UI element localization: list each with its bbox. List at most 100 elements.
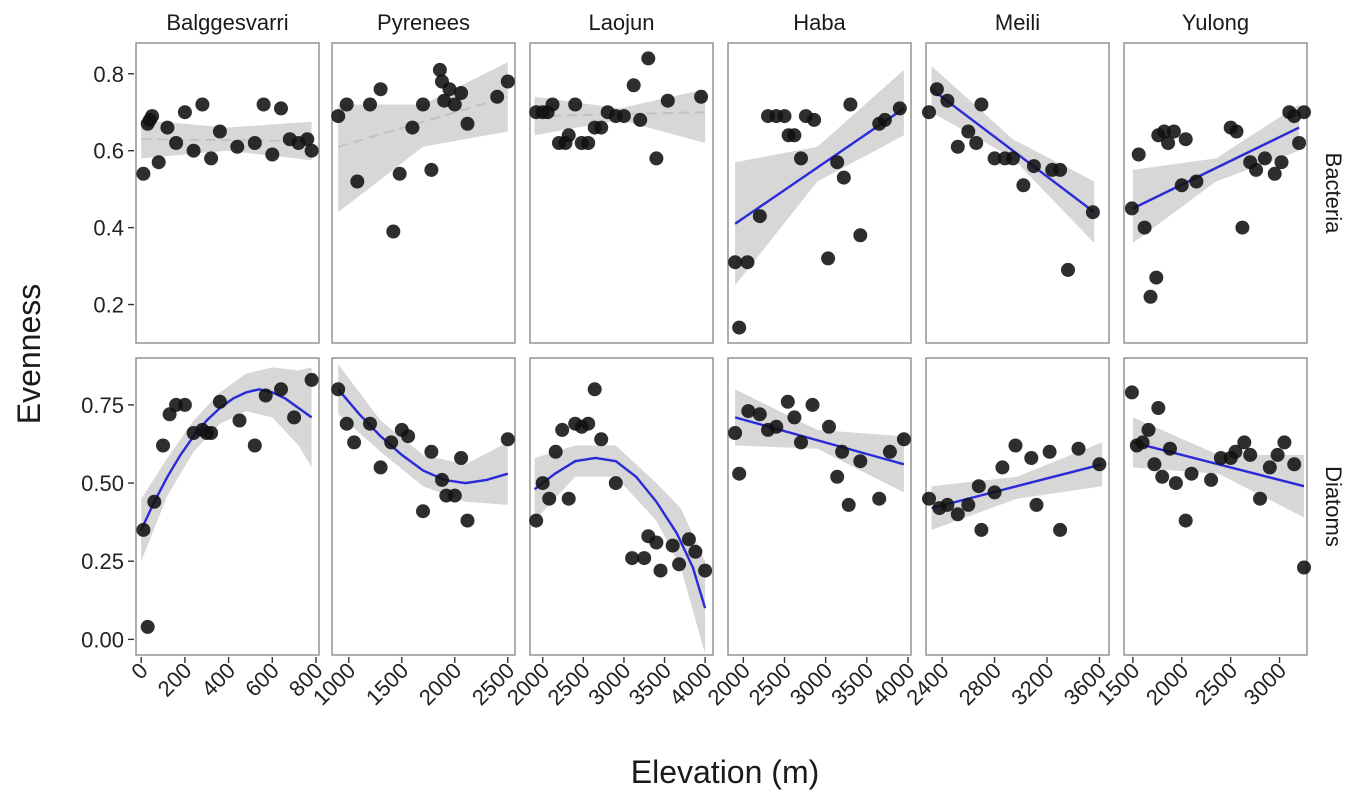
data-point-bacteria-haba-19 (892, 101, 907, 116)
data-point-diatoms-yulong-0 (1124, 385, 1139, 400)
y-tick-label: 0.75 (81, 393, 124, 418)
data-point-diatoms-yulong-11 (1204, 472, 1219, 487)
data-point-diatoms-laojun-12 (625, 551, 640, 566)
strip-label-meili: Meili (995, 10, 1040, 35)
y-tick-label: 0.6 (93, 139, 124, 164)
data-point-bacteria-yulong-17 (1257, 151, 1272, 166)
data-point-bacteria-pyrenees-12 (437, 93, 452, 108)
panel-diatoms-yulong (1123, 357, 1308, 656)
data-point-bacteria-yulong-4 (1149, 270, 1164, 285)
data-point-bacteria-pyrenees-8 (416, 97, 430, 112)
panel-content-diatoms-balggesvarri (136, 367, 319, 634)
data-point-bacteria-balggesvarri-16 (274, 101, 288, 116)
panel-content-diatoms-yulong (1124, 385, 1311, 575)
panel-content-bacteria-pyrenees (331, 62, 515, 239)
data-point-diatoms-pyrenees-2 (347, 435, 362, 450)
data-point-diatoms-laojun-3 (548, 444, 563, 459)
data-point-bacteria-yulong-7 (1161, 136, 1176, 150)
data-point-bacteria-haba-13 (830, 155, 845, 170)
data-point-diatoms-meili-13 (1053, 522, 1068, 537)
data-point-bacteria-balggesvarri-5 (160, 120, 175, 135)
data-point-diatoms-yulong-16 (1243, 447, 1258, 462)
x-tick-label: 1500 (361, 658, 413, 710)
data-point-bacteria-yulong-14 (1235, 220, 1250, 235)
fit-line-diatoms-laojun (533, 456, 707, 609)
data-point-diatoms-laojun-9 (587, 382, 602, 397)
panel-content-diatoms-meili (922, 438, 1107, 537)
data-point-bacteria-pyrenees-9 (424, 162, 439, 177)
panel-content-bacteria-haba (728, 69, 907, 335)
data-point-diatoms-pyrenees-3 (363, 416, 377, 431)
confidence-band-bacteria-haba (735, 69, 904, 286)
data-point-diatoms-balggesvarri-2 (147, 494, 162, 509)
data-point-bacteria-pyrenees-15 (454, 86, 469, 100)
x-tick-label: 3000 (583, 658, 635, 710)
data-point-bacteria-balggesvarri-13 (247, 136, 262, 150)
data-point-diatoms-meili-14 (1071, 441, 1086, 456)
x-tick-label: 2000 (414, 658, 466, 710)
data-point-bacteria-yulong-18 (1267, 166, 1282, 181)
data-point-diatoms-laojun-19 (681, 532, 696, 547)
data-point-diatoms-haba-16 (882, 444, 897, 459)
data-point-bacteria-laojun-16 (633, 112, 648, 127)
y-tick-label: 0.4 (93, 216, 124, 241)
data-point-bacteria-yulong-0 (1124, 201, 1139, 216)
data-point-diatoms-balggesvarri-16 (287, 410, 302, 425)
data-point-diatoms-balggesvarri-13 (247, 438, 262, 453)
data-point-diatoms-meili-7 (987, 485, 1002, 500)
data-point-bacteria-haba-18 (877, 112, 892, 127)
data-point-bacteria-pyrenees-6 (392, 166, 407, 181)
data-point-diatoms-laojun-8 (581, 416, 596, 431)
data-point-bacteria-haba-3 (752, 209, 767, 224)
data-point-bacteria-laojun-9 (581, 136, 596, 150)
data-point-diatoms-meili-3 (950, 507, 965, 522)
data-point-diatoms-yulong-12 (1213, 451, 1228, 465)
x-tick-label: 3000 (785, 658, 837, 710)
data-point-bacteria-laojun-17 (641, 51, 656, 66)
data-point-diatoms-pyrenees-13 (454, 451, 469, 465)
strip-label-haba: Haba (793, 10, 846, 35)
data-point-diatoms-laojun-18 (672, 557, 687, 572)
data-point-bacteria-meili-1 (929, 82, 944, 97)
data-point-diatoms-meili-11 (1029, 497, 1044, 512)
data-point-diatoms-yulong-6 (1155, 469, 1170, 484)
data-point-diatoms-pyrenees-1 (339, 416, 354, 431)
data-point-bacteria-pyrenees-18 (500, 74, 515, 89)
confidence-band-bacteria-yulong (1132, 104, 1300, 243)
data-point-bacteria-laojun-14 (616, 109, 631, 124)
data-point-bacteria-haba-6 (777, 109, 792, 124)
data-point-bacteria-pyrenees-13 (442, 82, 457, 97)
data-point-bacteria-pyrenees-2 (350, 174, 365, 189)
data-point-bacteria-pyrenees-16 (460, 116, 475, 131)
data-point-diatoms-pyrenees-8 (416, 504, 430, 519)
data-point-bacteria-balggesvarri-6 (169, 136, 184, 150)
data-point-bacteria-laojun-3 (545, 97, 560, 112)
data-point-bacteria-laojun-6 (561, 128, 576, 143)
data-point-bacteria-yulong-10 (1178, 132, 1193, 147)
data-point-bacteria-yulong-22 (1292, 136, 1307, 150)
data-point-bacteria-meili-7 (987, 151, 1002, 166)
data-point-diatoms-pyrenees-9 (424, 444, 439, 459)
data-point-diatoms-laojun-2 (542, 491, 557, 506)
panel-bacteria-balggesvarri (135, 42, 320, 344)
data-point-diatoms-balggesvarri-17 (304, 372, 319, 387)
data-point-bacteria-yulong-8 (1166, 124, 1181, 139)
x-tick-label: 2000 (703, 658, 755, 710)
data-point-diatoms-pyrenees-10 (435, 472, 449, 487)
data-point-bacteria-meili-2 (940, 93, 955, 108)
data-point-diatoms-haba-1 (732, 466, 747, 481)
data-point-diatoms-haba-12 (835, 444, 850, 459)
data-point-diatoms-haba-7 (787, 410, 802, 425)
data-point-bacteria-yulong-2 (1137, 220, 1152, 235)
x-tick-label: 2500 (744, 658, 796, 710)
panel-content-bacteria-laojun (529, 51, 709, 166)
fit-line-bacteria-balggesvarri (141, 138, 312, 143)
data-point-bacteria-haba-15 (843, 97, 858, 112)
x-axis-title: Elevation (m) (631, 754, 820, 790)
strip-label-diatoms: Diatoms (1321, 466, 1346, 547)
data-point-bacteria-yulong-23 (1297, 105, 1311, 120)
data-point-bacteria-balggesvarri-9 (195, 97, 210, 112)
panel-bacteria-laojun (529, 42, 714, 344)
data-point-bacteria-yulong-3 (1143, 289, 1158, 304)
data-point-diatoms-meili-9 (1008, 438, 1023, 453)
